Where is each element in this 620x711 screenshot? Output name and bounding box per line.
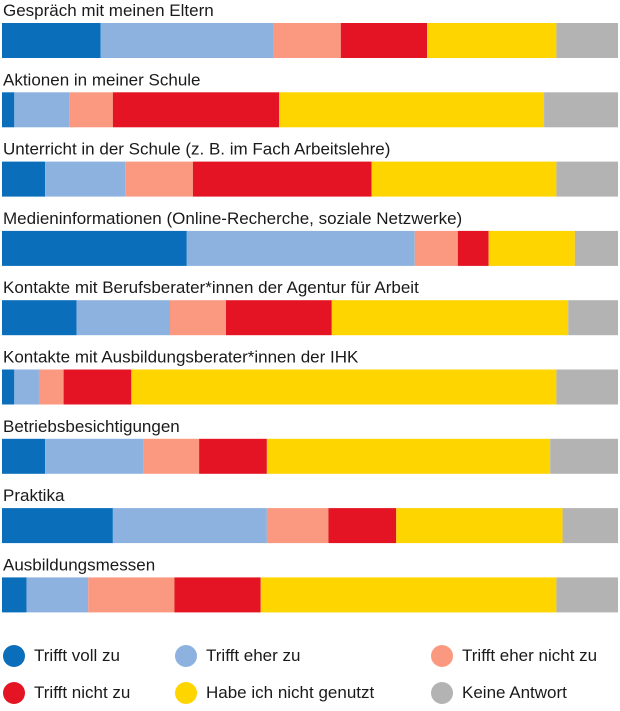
bar-segment	[2, 23, 101, 58]
legend-swatch	[431, 645, 453, 667]
legend-label: Trifft eher zu	[206, 646, 301, 665]
legend-swatch	[3, 645, 25, 667]
legend-item-trifft-eher-nicht-zu: Trifft eher nicht zu	[431, 641, 597, 671]
bar-segment	[45, 161, 126, 197]
legend-swatch	[175, 645, 197, 667]
legend-label: Trifft nicht zu	[34, 683, 131, 702]
legend-label: Trifft voll zu	[34, 646, 120, 665]
bar-segment	[26, 577, 89, 613]
bar-segment	[328, 508, 397, 544]
category-label: Kontakte mit Ausbildungsberater*innen de…	[3, 348, 359, 367]
bar-segment	[266, 438, 551, 474]
bar-segment	[2, 369, 15, 405]
legend-swatch	[3, 682, 25, 704]
bar-segment	[88, 577, 175, 613]
bar-segment	[199, 438, 267, 474]
bar-segment	[550, 438, 618, 474]
category-label: Praktika	[3, 486, 65, 505]
bar-segment	[396, 508, 563, 544]
bar-segment	[568, 300, 618, 336]
bar-segment	[279, 92, 545, 128]
bar-segment	[556, 23, 618, 58]
bar-segment	[112, 92, 280, 128]
legend-item-habe-ich-nicht-genutzt: Habe ich nicht genutzt	[175, 678, 374, 708]
bar-segment	[2, 161, 46, 197]
category-label: Kontakte mit Berufsberater*innen der Age…	[3, 278, 419, 297]
bar-segment	[69, 92, 113, 128]
category-label: Aktionen in meiner Schule	[3, 70, 201, 89]
bar-segment	[192, 161, 372, 197]
bar-segment	[170, 300, 226, 336]
legend-item-trifft-eher-zu: Trifft eher zu	[175, 641, 300, 671]
bar-segment	[331, 300, 569, 336]
bar-segment	[574, 230, 618, 266]
bar-segment	[2, 577, 27, 613]
legend-item-keine-antwort: Keine Antwort	[431, 678, 567, 708]
bar-segment	[556, 161, 618, 197]
legend-label: Trifft eher nicht zu	[462, 646, 598, 665]
bar-segment	[2, 92, 15, 128]
bar-segment	[186, 230, 415, 266]
category-label: Betriebsbesichtigungen	[3, 417, 180, 436]
stacked-bar-chart: Gespräch mit meinen Eltern Aktionen in me…	[2, 1, 618, 613]
bar-segment	[2, 230, 187, 266]
bar-segment	[556, 577, 618, 613]
bar-segment	[414, 230, 458, 266]
bar-segment	[273, 23, 341, 58]
bar-segment	[63, 369, 132, 405]
bar-segment	[174, 577, 261, 613]
bar-segment	[260, 577, 557, 613]
bar-segment	[556, 369, 618, 405]
bar-segment	[38, 369, 64, 405]
legend-label: Habe ich nicht genutzt	[206, 683, 375, 702]
bar-segment	[488, 230, 575, 266]
bar-segment	[226, 300, 332, 336]
bar-segment	[340, 23, 428, 58]
legend-swatch	[431, 682, 453, 704]
legend-swatch	[175, 682, 197, 704]
bar-segment	[14, 369, 39, 405]
category-label: Gespräch mit meinen Eltern	[3, 1, 214, 20]
category-label: Unterricht in der Schule (z. B. im Fach …	[3, 140, 390, 159]
legend-item-trifft-voll-zu: Trifft voll zu	[3, 641, 120, 671]
bar-segment	[143, 438, 200, 474]
bar-segment	[76, 300, 170, 336]
legend-label: Keine Antwort	[462, 683, 567, 702]
bar-segment	[45, 438, 144, 474]
category-label: Medieninformationen (Online-Recherche, s…	[3, 209, 462, 228]
bar-segment	[100, 23, 274, 58]
bar-segment	[131, 369, 557, 405]
bar-segment	[2, 508, 113, 544]
bar-segment	[112, 508, 267, 544]
bar-segment	[562, 508, 618, 544]
bar-segment	[266, 508, 329, 544]
bar-segment	[2, 438, 46, 474]
legend: Trifft voll zu Trifft eher zu Trifft ehe…	[0, 638, 620, 711]
bar-segment	[125, 161, 193, 197]
bar-segment	[2, 300, 77, 336]
bar-segment	[371, 161, 557, 197]
legend-item-trifft-nicht-zu: Trifft nicht zu	[3, 678, 130, 708]
bar-segment	[14, 92, 70, 128]
bar-segment	[544, 92, 618, 128]
category-label: Ausbildungsmessen	[3, 555, 155, 574]
bar-segment	[457, 230, 489, 266]
bar-segment	[427, 23, 557, 58]
